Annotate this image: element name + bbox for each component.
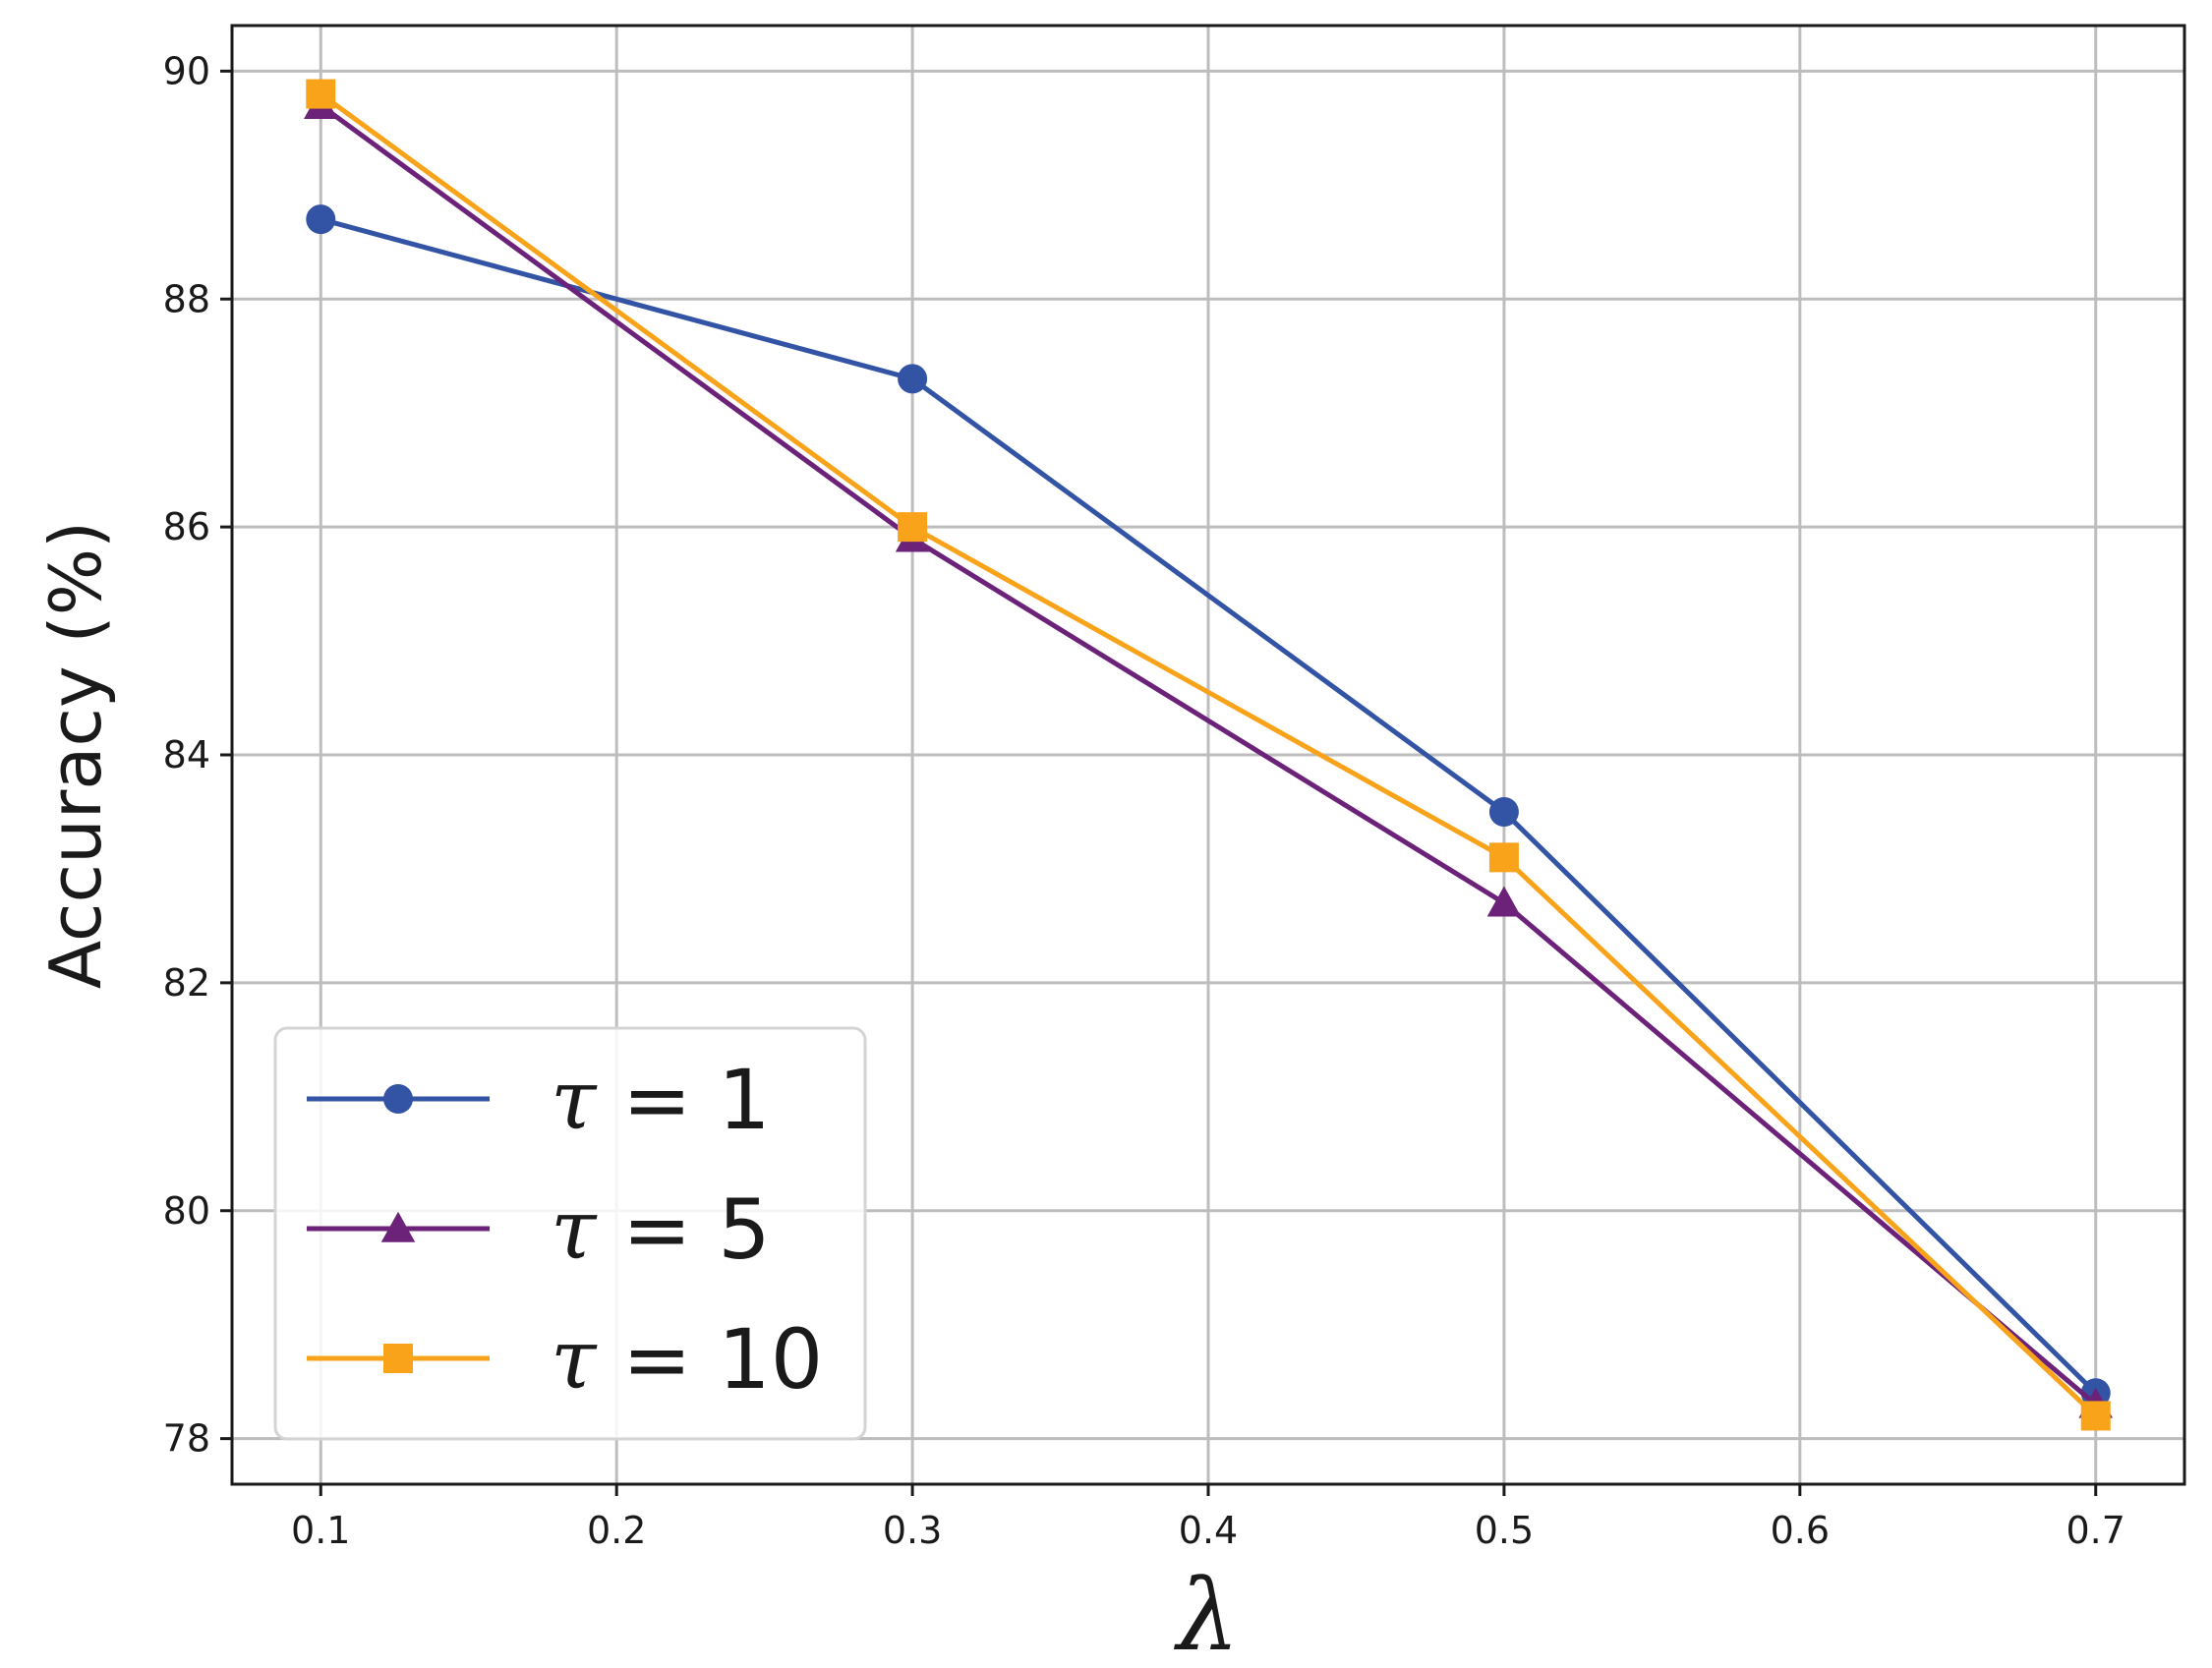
legend-marker [380, 1211, 416, 1242]
y-tick-label: 80 [163, 1189, 210, 1233]
y-tick-label: 78 [163, 1417, 210, 1461]
y-tick-label: 84 [163, 733, 210, 776]
data-point [2080, 1401, 2111, 1431]
grid-lines [232, 26, 2184, 1484]
x-axis-label: λ [1173, 1558, 1239, 1668]
y-tick-label: 86 [163, 505, 210, 548]
legend-label: τ = 5 [551, 1181, 771, 1278]
x-tick-label: 0.2 [587, 1509, 646, 1552]
x-axis-ticks: 0.1 0.2 0.3 0.4 0.5 0.6 0.7 [291, 1484, 2125, 1552]
series-group [304, 79, 2113, 1431]
data-point [1488, 796, 1519, 827]
legend-label: τ = 1 [551, 1052, 771, 1148]
legend-item: τ = 5 [307, 1181, 771, 1278]
legend-item: τ = 1 [307, 1052, 771, 1148]
series-line [320, 216, 2098, 1396]
legend-marker [383, 1084, 413, 1114]
x-tick-label: 0.6 [1771, 1509, 1830, 1552]
y-axis-ticks: 78 80 82 84 86 88 90 [163, 49, 232, 1461]
y-tick-label: 88 [163, 277, 210, 320]
data-point [1486, 886, 1522, 917]
y-tick-label: 90 [163, 49, 210, 92]
series-3 [306, 79, 2111, 1431]
series-line [319, 103, 2098, 1407]
plot-frame [230, 24, 2186, 1486]
legend-box [273, 1026, 867, 1441]
data-point [898, 364, 928, 394]
data-point [306, 79, 336, 109]
x-tick-label: 0.1 [291, 1509, 350, 1552]
legend: τ = 1 τ = 5 τ = 10 [273, 1026, 867, 1441]
x-tick-label: 0.3 [883, 1509, 942, 1552]
data-point [898, 512, 928, 543]
x-tick-label: 0.7 [2066, 1509, 2125, 1552]
y-axis-label: Accuracy (%) [34, 521, 117, 989]
legend-item: τ = 10 [307, 1311, 823, 1408]
data-point [1488, 842, 1519, 873]
legend-label: τ = 10 [551, 1311, 823, 1408]
series-line [319, 91, 2098, 1418]
data-point [306, 204, 336, 235]
series-1 [306, 204, 2111, 1409]
y-tick-label: 82 [163, 961, 210, 1005]
x-tick-label: 0.4 [1179, 1509, 1238, 1552]
legend-marker [383, 1344, 413, 1373]
x-tick-label: 0.5 [1475, 1509, 1534, 1552]
